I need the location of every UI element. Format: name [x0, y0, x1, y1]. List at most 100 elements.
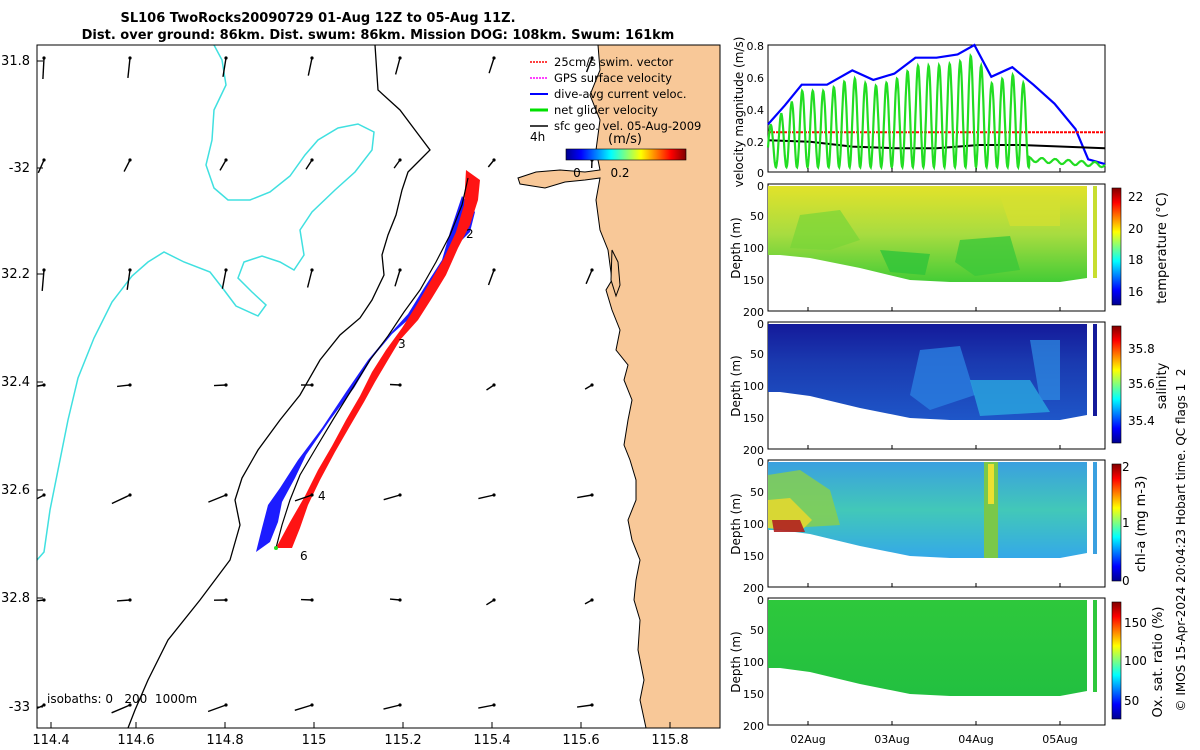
track-label: 2 — [466, 227, 474, 241]
blue-current-ribbon — [256, 196, 475, 552]
oxygen-cb-label: Ox. sat. ratio (%) — [1151, 607, 1166, 718]
velocity-arrow-head — [224, 703, 228, 707]
chl-ylabel: Depth (m) — [729, 493, 743, 554]
oxygen-y-tick: 150 — [743, 688, 764, 701]
temperature-y-tick: 50 — [750, 210, 764, 223]
velocity-arrow — [41, 269, 45, 291]
velocity-y-tick: 0 — [757, 167, 764, 180]
map-x-tick: 115.8 — [651, 733, 688, 748]
velocity-arrows — [37, 56, 594, 714]
map-legend: 25cm/s swim. vector GPS surface velocity… — [530, 55, 701, 133]
salinity-y-tick: 100 — [743, 380, 764, 393]
time-tick: 04Aug — [958, 733, 993, 746]
track-label: 3 — [398, 337, 406, 351]
velocity-arrow-head — [310, 493, 314, 497]
chl-panel: 0 50 100 150 200 Depth (m) 0 1 2 chl-a (… — [729, 456, 1149, 595]
velocity-arrow-head — [492, 493, 496, 497]
velocity-arrow — [111, 704, 131, 714]
velocity-arrow — [478, 494, 495, 500]
velocity-arrow-head — [224, 158, 228, 162]
salinity-colorbar — [1111, 325, 1122, 444]
salinity-patch — [910, 346, 975, 410]
velocity-arrow-head — [590, 56, 594, 60]
chl-band — [984, 462, 998, 558]
chl-patch — [772, 520, 805, 532]
velocity-arrow-head — [224, 493, 228, 497]
velocity-panel: 0 0.2 0.4 0.6 0.8 velocity magnitude (m/… — [732, 37, 1106, 187]
velocity-series-sfc-geo-vel — [767, 139, 1106, 150]
map-y-tick: 32.6 — [1, 483, 30, 498]
velocity-arrow-head — [590, 383, 594, 387]
velocity-arrow — [487, 269, 495, 286]
velocity-arrow-head — [310, 598, 314, 602]
oxygen-cb-tick: 150 — [1124, 616, 1147, 630]
legend-net-glider: net glider velocity — [554, 103, 658, 117]
chl-end-strip — [1093, 462, 1097, 554]
oxygen-panel: 0 50 100 150 200 Depth (m) 50 100 150 Ox… — [729, 594, 1166, 733]
coastline-lower — [127, 45, 431, 728]
velocity-arrow-head — [310, 268, 314, 272]
chl-field — [768, 462, 1087, 558]
legend-gps-velocity: GPS surface velocity — [554, 71, 672, 85]
velocity-arrow-head — [398, 383, 402, 387]
chl-y-tick: 150 — [743, 550, 764, 563]
chl-colorbar — [1111, 463, 1122, 582]
velocity-y-tick: 0.4 — [747, 104, 765, 117]
oxygen-colorbar — [1111, 601, 1122, 720]
oxygen-y-tick: 0 — [757, 594, 764, 607]
chl-cb-label: chl-a (mg m-3) — [1134, 476, 1149, 573]
velocity-arrow — [307, 57, 313, 76]
oxygen-y-tick: 200 — [743, 720, 764, 733]
velocity-arrow — [577, 494, 593, 499]
velocity-arrow-head — [398, 703, 402, 707]
velocity-arrow-head — [42, 383, 46, 387]
map-x-tick: 115.4 — [473, 733, 510, 748]
velocity-arrow-head — [128, 598, 132, 602]
velocity-arrow — [394, 269, 401, 287]
velocity-arrow-head — [42, 268, 46, 272]
colorbar-tick: 0.2 — [610, 166, 629, 180]
temperature-end-strip — [1093, 186, 1097, 278]
temperature-ylabel: Depth (m) — [729, 217, 743, 278]
side-caption: © IMOS 15-Apr-2024 20:04:23 Hobart time.… — [1174, 369, 1188, 712]
coastline-upper — [37, 45, 375, 561]
colorbar-tick: 0 — [573, 166, 581, 180]
velocity-arrow-head — [492, 158, 496, 162]
velocity-arrow-head — [492, 56, 496, 60]
velocity-arrow-head — [310, 703, 314, 707]
time-tick: 05Aug — [1042, 733, 1077, 746]
velocity-arrow-head — [590, 493, 594, 497]
velocity-arrow-head — [42, 158, 46, 162]
map-x-tick: 115 — [302, 733, 327, 748]
velocity-arrow-head — [128, 383, 132, 387]
oxygen-y-tick: 50 — [750, 624, 764, 637]
velocity-arrow — [222, 57, 227, 77]
title-line-1: SL106 TwoRocks20090729 01-Aug 12Z to 05-… — [120, 11, 515, 26]
map-x-tick: 115.6 — [562, 733, 599, 748]
isobaths-label: isobaths: 0 200 1000m — [47, 692, 197, 706]
velocity-arrow-head — [310, 158, 314, 162]
velocity-arrow — [294, 494, 313, 502]
velocity-arrow-head — [128, 493, 132, 497]
velocity-arrow-head — [590, 598, 594, 602]
velocity-series-net-glider — [766, 52, 1106, 171]
map-x-tick: 115.2 — [384, 733, 421, 748]
velocity-arrow — [577, 704, 593, 708]
velocity-arrow — [305, 159, 313, 170]
temperature-colorbar — [1111, 187, 1122, 306]
map-frame — [36, 44, 721, 729]
salinity-cb-tick: 35.4 — [1128, 414, 1155, 428]
velocity-arrow — [37, 159, 45, 174]
velocity-series-dive-avg-current-veloc — [767, 43, 1106, 166]
velocity-arrow-head — [398, 493, 402, 497]
velocity-arrow — [111, 494, 131, 505]
chl-cb-tick: 1 — [1122, 516, 1130, 530]
velocity-arrow-head — [492, 598, 496, 602]
velocity-arrow — [389, 598, 401, 601]
oxygen-end-strip — [1093, 600, 1097, 692]
colorbar-left-label: 4h — [530, 130, 545, 144]
velocity-lines — [766, 43, 1106, 171]
time-tick-marks — [807, 168, 1061, 725]
colorbar-unit-label: (m/s) — [608, 132, 642, 147]
